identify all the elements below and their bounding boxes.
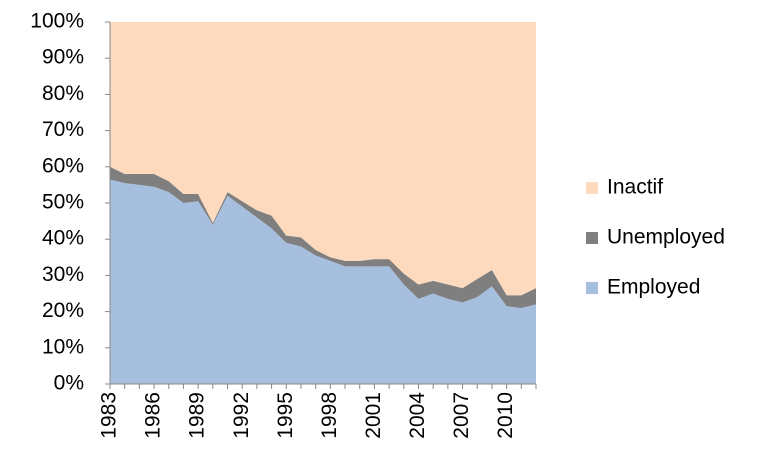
x-tick-label: 1992 <box>230 392 253 439</box>
legend-swatch <box>586 232 598 244</box>
y-tick-label: 70% <box>42 118 84 141</box>
x-tick-label: 2001 <box>362 392 385 439</box>
legend-swatch <box>586 182 598 194</box>
y-tick-label: 60% <box>42 154 84 177</box>
x-tick-label: 1986 <box>142 392 165 439</box>
x-tick-label: 2007 <box>450 392 473 439</box>
x-tick-label: 2004 <box>406 392 429 439</box>
y-tick-label: 90% <box>42 46 84 69</box>
x-tick-label: 1995 <box>274 392 297 439</box>
x-tick-label: 1989 <box>186 392 209 439</box>
y-tick-label: 0% <box>54 372 84 395</box>
y-tick-label: 80% <box>42 82 84 105</box>
legend-swatch <box>586 282 598 294</box>
legend-label: Unemployed <box>607 226 725 249</box>
area <box>110 179 536 384</box>
y-tick-label: 100% <box>30 10 84 33</box>
legend-label: Inactif <box>607 176 663 199</box>
x-tick-label: 2010 <box>494 392 517 439</box>
y-tick-label: 10% <box>42 335 84 358</box>
y-tick-label: 40% <box>42 227 84 250</box>
y-tick-label: 50% <box>42 191 84 214</box>
y-tick-label: 30% <box>42 263 84 286</box>
x-tick-label: 1983 <box>98 392 121 439</box>
area <box>110 22 536 296</box>
x-tick-label: 1998 <box>318 392 341 439</box>
area <box>110 166 536 308</box>
y-tick-label: 20% <box>42 299 84 322</box>
legend-label: Employed <box>607 276 700 299</box>
